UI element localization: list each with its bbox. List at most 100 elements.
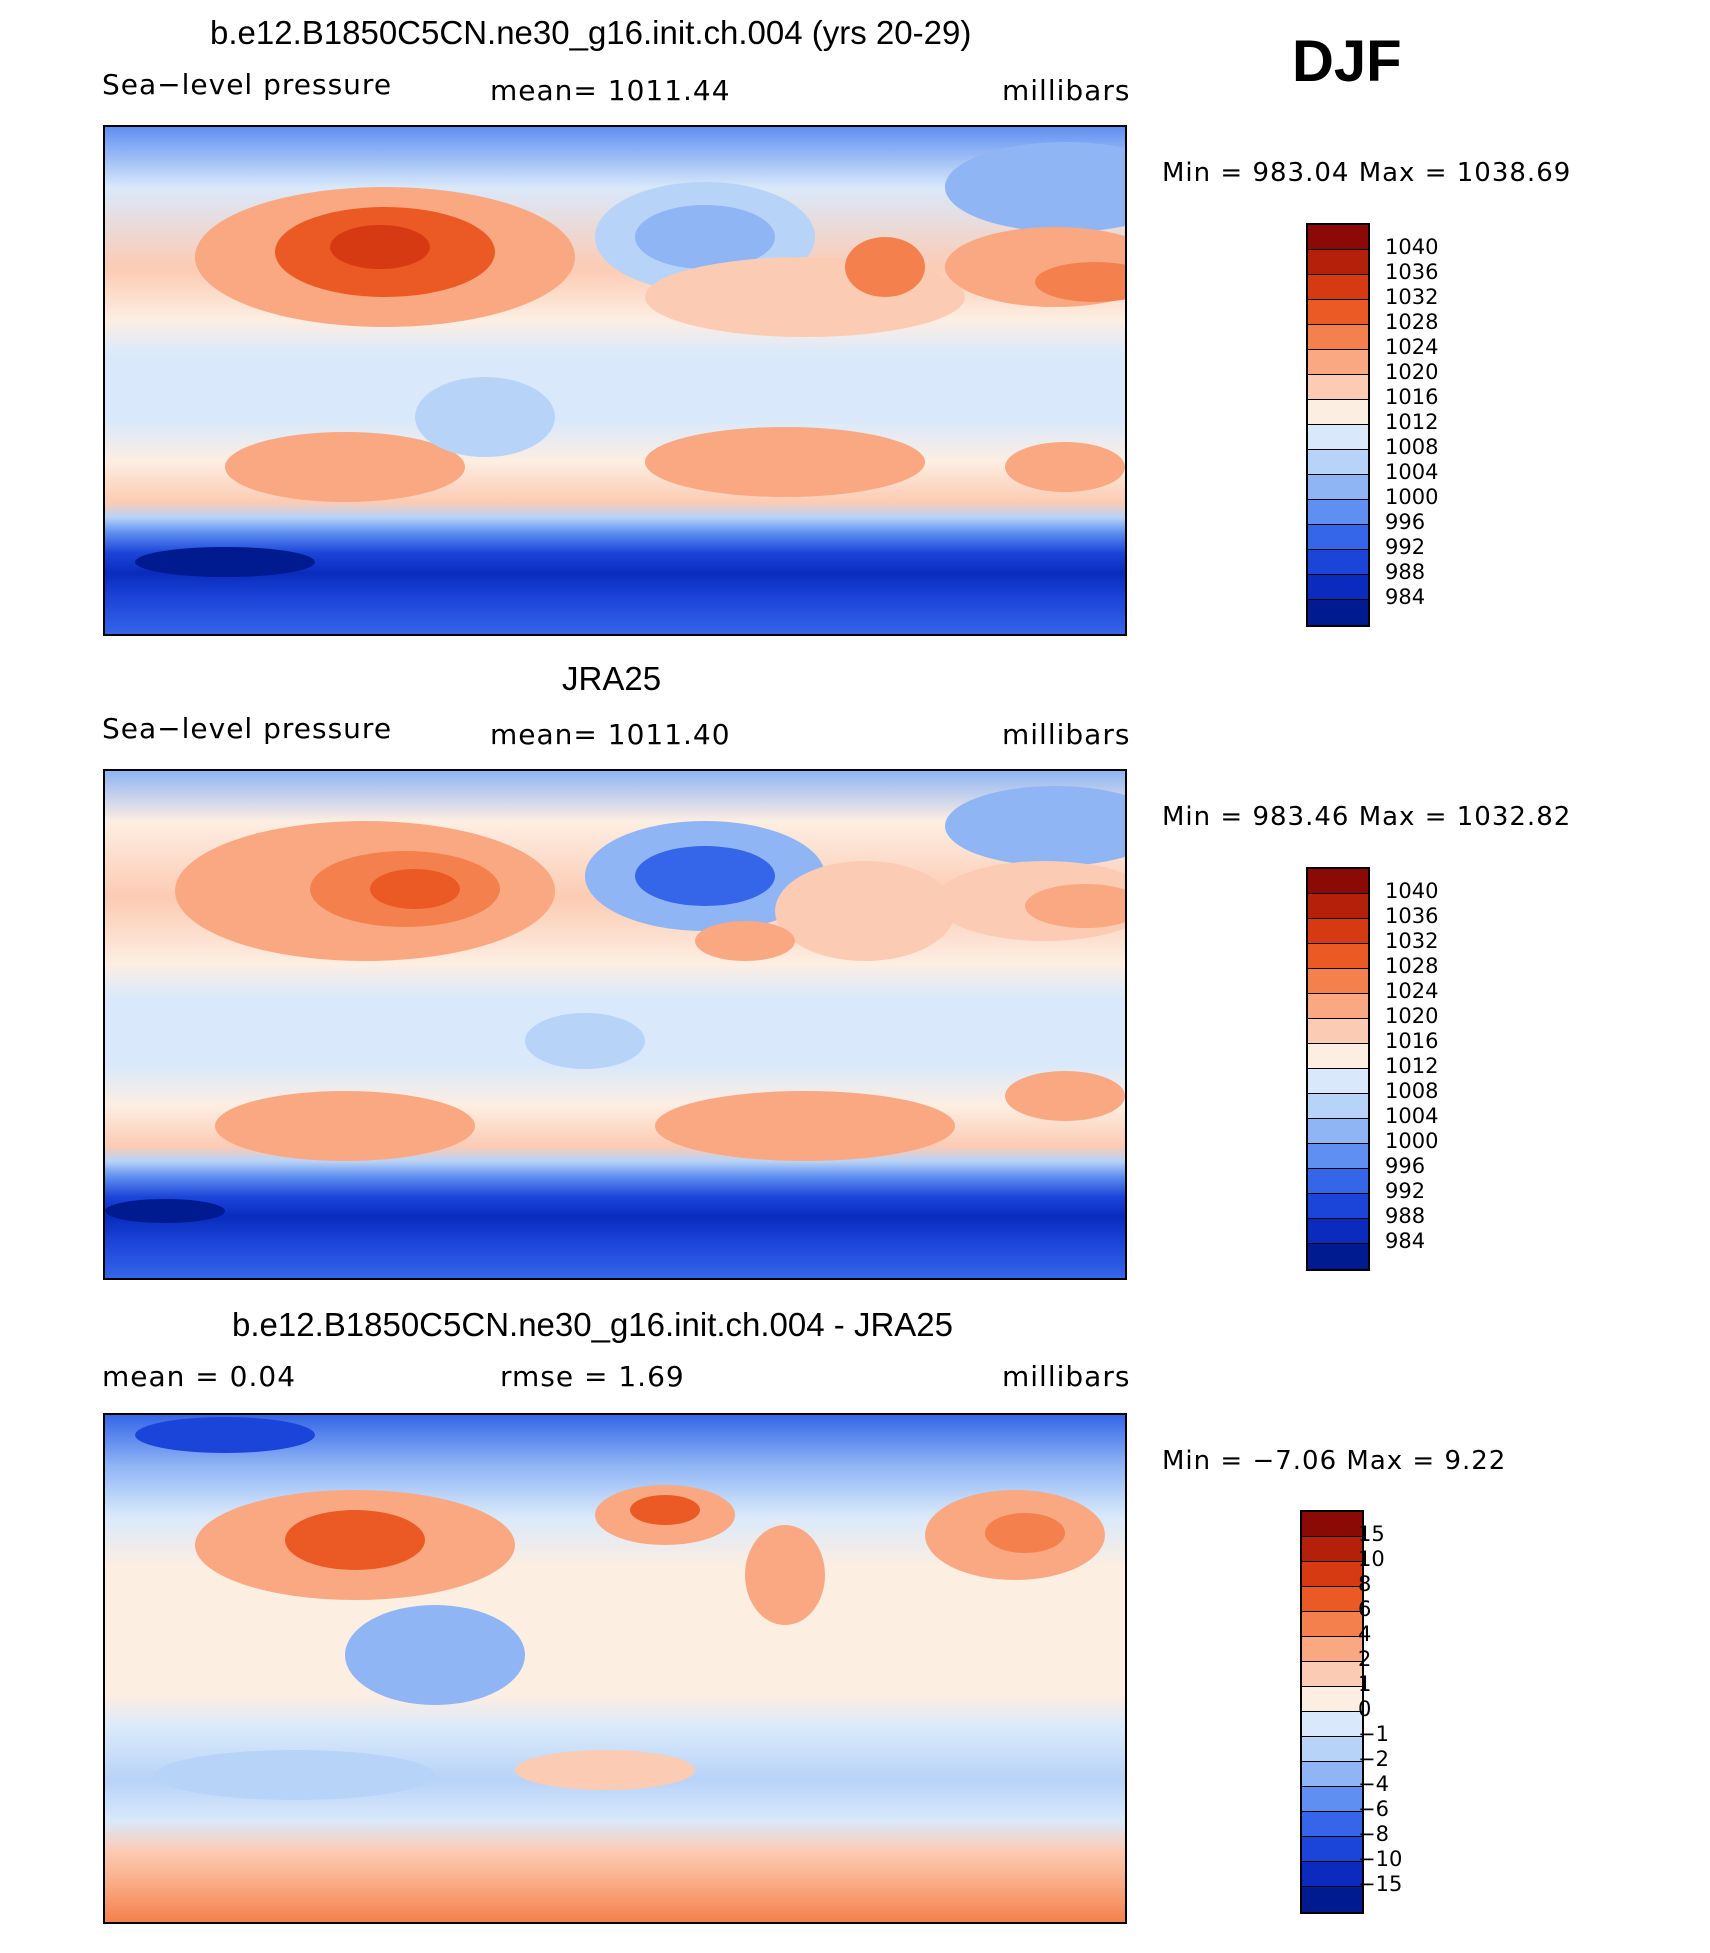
colorbar-tick-label: 8 — [1358, 1572, 1372, 1596]
colorbar-segment — [1308, 500, 1368, 525]
colorbar-segment — [1302, 1812, 1362, 1837]
colorbar-tick-label: −4 — [1358, 1772, 1389, 1796]
colorbar-tick-label: 1016 — [1385, 385, 1439, 409]
colorbar-tick-label: 1036 — [1385, 904, 1439, 928]
colorbar-tick-label: 1020 — [1385, 360, 1439, 384]
colorbar-tick-label: −2 — [1358, 1747, 1389, 1771]
colorbar-segment — [1308, 1094, 1368, 1119]
colorbar-tick-label: 1024 — [1385, 335, 1439, 359]
colorbar-tick-label: 992 — [1385, 1179, 1426, 1203]
colorbar-segment — [1302, 1612, 1362, 1637]
colorbar-segment — [1308, 450, 1368, 475]
colorbar-segment — [1308, 475, 1368, 500]
colorbar-tick-label: 1040 — [1385, 879, 1439, 903]
colorbar-segment — [1308, 325, 1368, 350]
colorbar-segment — [1308, 1069, 1368, 1094]
colorbar-segment — [1302, 1637, 1362, 1662]
colorbar-segment — [1302, 1662, 1362, 1687]
colorbar-segment — [1308, 1119, 1368, 1144]
colorbar-segment — [1308, 1169, 1368, 1194]
panel2-mean-label: mean= 1011.40 — [490, 718, 731, 751]
colorbar-segment — [1308, 894, 1368, 919]
colorbar-segment — [1308, 525, 1368, 550]
season-label: DJF — [1292, 29, 1402, 94]
colorbar-segment — [1308, 969, 1368, 994]
panel2-colorbar — [1306, 867, 1370, 1271]
panel3-title: b.e12.B1850C5CN.ne30_g16.init.ch.004 - J… — [232, 1306, 953, 1343]
colorbar-segment — [1308, 1019, 1368, 1044]
colorbar-tick-label: 1000 — [1385, 485, 1439, 509]
colorbar-segment — [1308, 600, 1368, 625]
colorbar-tick-label: 1028 — [1385, 954, 1439, 978]
colorbar-segment — [1308, 1219, 1368, 1244]
colorbar-tick-label: 988 — [1385, 1204, 1426, 1228]
colorbar-segment — [1302, 1787, 1362, 1812]
colorbar-segment — [1302, 1862, 1362, 1887]
colorbar-segment — [1308, 300, 1368, 325]
colorbar-tick-label: 10 — [1358, 1547, 1385, 1571]
colorbar-segment — [1308, 250, 1368, 275]
panel2-title: JRA25 — [562, 660, 662, 697]
colorbar-segment — [1308, 919, 1368, 944]
colorbar-tick-label: 1012 — [1385, 410, 1439, 434]
panel1-map — [103, 125, 1127, 636]
colorbar-segment — [1308, 550, 1368, 575]
colorbar-tick-label: 996 — [1385, 510, 1426, 534]
panel1-minmax: Min = 983.04 Max = 1038.69 — [1162, 158, 1572, 188]
colorbar-tick-label: −15 — [1358, 1872, 1403, 1896]
colorbar-segment — [1302, 1687, 1362, 1712]
colorbar-segment — [1308, 375, 1368, 400]
colorbar-tick-label: −6 — [1358, 1797, 1389, 1821]
panel3-contour-plot — [105, 1415, 1125, 1922]
panel3-minmax: Min = −7.06 Max = 9.22 — [1162, 1446, 1507, 1476]
colorbar-tick-label: 1008 — [1385, 1079, 1439, 1103]
panel3-colorbar-labels: 15 10 8 6 4 2 1 0 −1 −2 −4 −6 −8 −10 −15 — [1358, 1510, 1478, 1914]
colorbar-segment — [1302, 1537, 1362, 1562]
colorbar-tick-label: 1004 — [1385, 1104, 1439, 1128]
colorbar-tick-label: 1000 — [1385, 1129, 1439, 1153]
colorbar-tick-label: 6 — [1358, 1597, 1372, 1621]
colorbar-segment — [1308, 994, 1368, 1019]
colorbar-segment — [1308, 425, 1368, 450]
panel1-colorbar-labels: 1040 1036 1032 1028 1024 1020 1016 1012 1008 1004… — [1385, 223, 1505, 627]
colorbar-tick-label: 1012 — [1385, 1054, 1439, 1078]
colorbar-tick-label: −8 — [1358, 1822, 1389, 1846]
colorbar-tick-label: 1032 — [1385, 285, 1439, 309]
colorbar-segment — [1308, 275, 1368, 300]
colorbar-segment — [1308, 869, 1368, 894]
colorbar-tick-label: 1004 — [1385, 460, 1439, 484]
colorbar-tick-label: 1040 — [1385, 235, 1439, 259]
colorbar-segment — [1302, 1762, 1362, 1787]
panel3-mean-label: mean = 0.04 — [102, 1360, 297, 1393]
panel3-rmse-label: rmse = 1.69 — [500, 1360, 685, 1393]
colorbar-tick-label: 984 — [1385, 585, 1426, 609]
colorbar-tick-label: 996 — [1385, 1154, 1426, 1178]
colorbar-tick-label: 1028 — [1385, 310, 1439, 334]
colorbar-tick-label: 1024 — [1385, 979, 1439, 1003]
colorbar-segment — [1308, 225, 1368, 250]
colorbar-segment — [1302, 1562, 1362, 1587]
panel1-units-label: millibars — [1002, 74, 1131, 107]
colorbar-tick-label: 984 — [1385, 1229, 1426, 1253]
colorbar-tick-label: 1020 — [1385, 1004, 1439, 1028]
colorbar-tick-label: −10 — [1358, 1847, 1403, 1871]
colorbar-segment — [1302, 1737, 1362, 1762]
colorbar-tick-label: 1016 — [1385, 1029, 1439, 1053]
colorbar-tick-label: 0 — [1358, 1697, 1372, 1721]
panel3-colorbar — [1300, 1510, 1364, 1914]
panel2-contour-plot — [105, 771, 1125, 1278]
colorbar-segment — [1308, 1244, 1368, 1269]
colorbar-tick-label: 15 — [1358, 1522, 1385, 1546]
colorbar-tick-label: 1036 — [1385, 260, 1439, 284]
colorbar-tick-label: 992 — [1385, 535, 1426, 559]
colorbar-segment — [1308, 1044, 1368, 1069]
colorbar-tick-label: 1032 — [1385, 929, 1439, 953]
panel2-map — [103, 769, 1127, 1280]
colorbar-segment — [1302, 1837, 1362, 1862]
panel3-map — [103, 1413, 1127, 1924]
panel1-mean-label: mean= 1011.44 — [490, 74, 731, 107]
colorbar-tick-label: −1 — [1358, 1722, 1389, 1746]
panel2-minmax: Min = 983.46 Max = 1032.82 — [1162, 802, 1572, 832]
panel1-left-label: Sea−level pressure — [102, 68, 393, 101]
panel2-colorbar-labels: 1040 1036 1032 1028 1024 1020 1016 1012 1008 1004… — [1385, 867, 1505, 1271]
